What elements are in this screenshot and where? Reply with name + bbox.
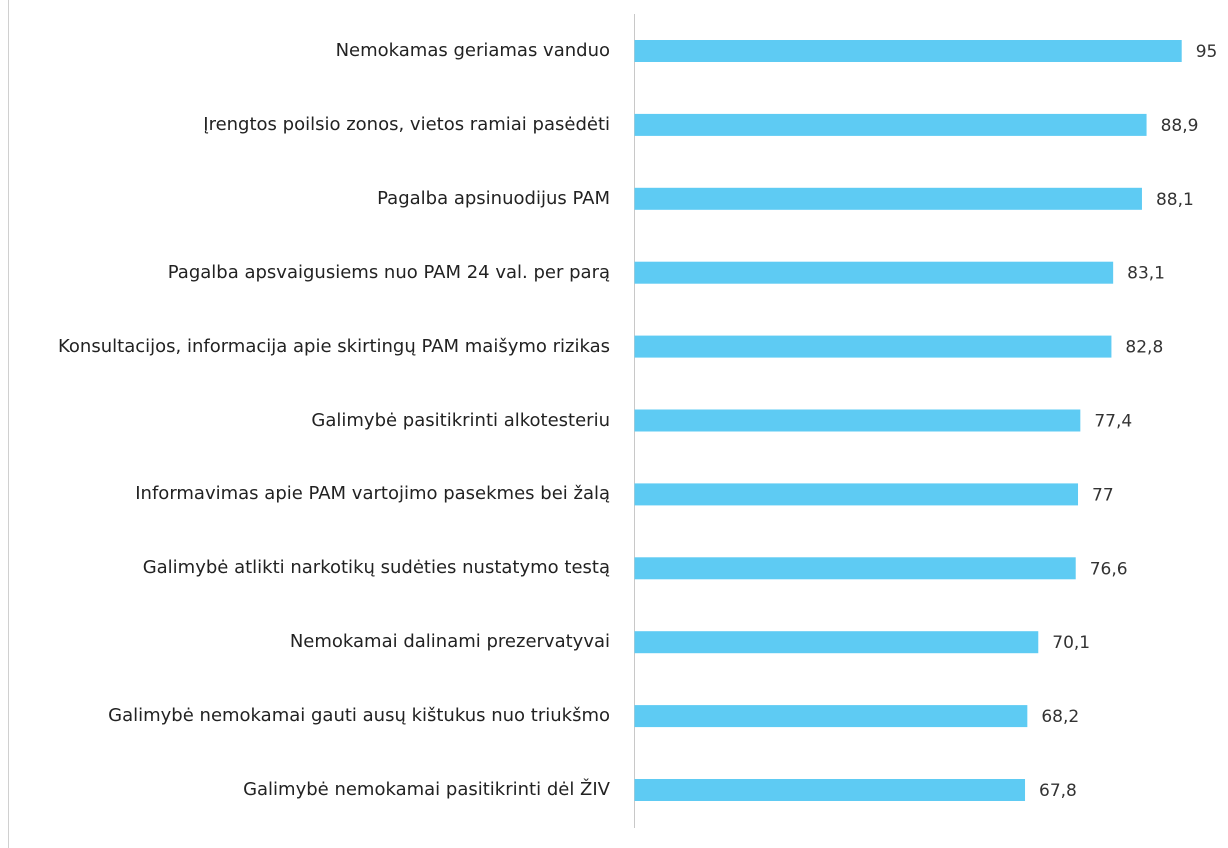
bar bbox=[634, 261, 1114, 284]
value-label: 83,1 bbox=[1127, 264, 1165, 284]
value-label: 68,2 bbox=[1041, 707, 1079, 727]
category-label: Įrengtos poilsio zonos, vietos ramiai pa… bbox=[203, 113, 610, 135]
bar bbox=[634, 187, 1142, 210]
category-label: Informavimas apie PAM vartojimo pasekmes… bbox=[135, 483, 610, 505]
value-label: 77 bbox=[1092, 485, 1114, 505]
bar bbox=[634, 113, 1147, 136]
value-label: 88,1 bbox=[1156, 190, 1194, 210]
bar bbox=[634, 335, 1112, 358]
bar bbox=[634, 483, 1079, 506]
value-label: 76,6 bbox=[1090, 559, 1128, 579]
category-label: Galimybė pasitikrinti alkotesteriu bbox=[311, 409, 610, 431]
bar bbox=[634, 631, 1039, 654]
category-label: Galimybė nemokamai gauti ausų kištukus n… bbox=[108, 705, 610, 727]
bar bbox=[634, 40, 1182, 62]
value-label: 70,1 bbox=[1052, 633, 1090, 653]
category-label: Nemokamas geriamas vanduo bbox=[335, 40, 610, 61]
value-label: 88,9 bbox=[1161, 116, 1199, 136]
bar bbox=[634, 409, 1081, 432]
category-label: Pagalba apsinuodijus PAM bbox=[377, 187, 610, 209]
category-label: Pagalba apsvaigusiems nuo PAM 24 val. pe… bbox=[167, 261, 610, 283]
bar bbox=[634, 779, 1026, 801]
category-label: Nemokamai dalinami prezervatyvai bbox=[289, 631, 610, 653]
category-label: Konsultacijos, informacija apie skirting… bbox=[58, 335, 610, 357]
value-label: 77,4 bbox=[1094, 412, 1132, 432]
value-label: 67,8 bbox=[1039, 781, 1077, 801]
category-label: Galimybė nemokamai pasitikrinti dėl ŽIV bbox=[243, 779, 610, 800]
value-label: 95 bbox=[1196, 42, 1218, 62]
value-label: 82,8 bbox=[1125, 338, 1163, 358]
bar bbox=[634, 705, 1028, 728]
category-label: Galimybė atlikti narkotikų sudėties nust… bbox=[142, 557, 610, 579]
bar bbox=[634, 557, 1076, 580]
